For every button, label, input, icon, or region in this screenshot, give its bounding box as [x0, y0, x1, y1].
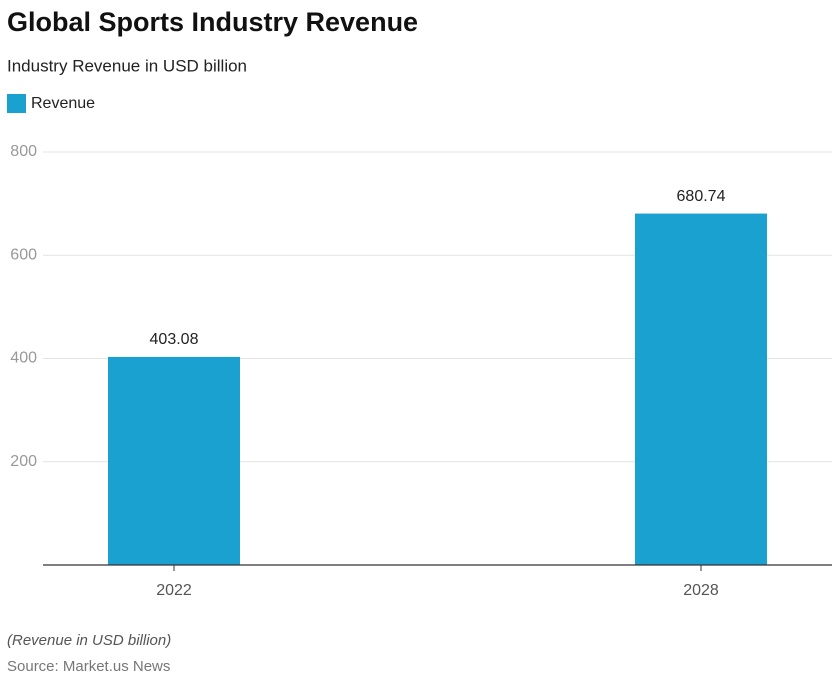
- source: Source: Market.us News: [7, 658, 170, 675]
- y-tick-label: 800: [10, 143, 37, 160]
- chart-title: Global Sports Industry Revenue: [7, 7, 418, 37]
- value-label: 403.08: [150, 331, 199, 348]
- y-tick-label: 200: [10, 453, 37, 470]
- legend-label: Revenue: [31, 95, 95, 112]
- y-tick-label: 600: [10, 246, 37, 263]
- bar: [635, 213, 767, 565]
- x-tick-label: 2028: [683, 582, 719, 599]
- x-tick-label: 2022: [156, 582, 192, 599]
- note: (Revenue in USD billion): [7, 632, 171, 649]
- chart-subtitle: Industry Revenue in USD billion: [7, 56, 247, 75]
- bar: [108, 356, 240, 565]
- legend-swatch: [7, 94, 26, 113]
- value-label: 680.74: [677, 188, 726, 205]
- y-tick-label: 400: [10, 350, 37, 367]
